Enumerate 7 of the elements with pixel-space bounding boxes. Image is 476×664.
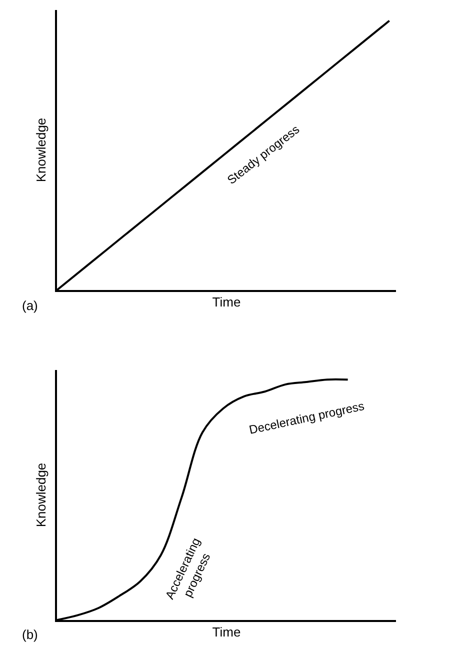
text: (b) — [22, 627, 38, 642]
annotation: Decelerating progress — [248, 398, 366, 437]
y-axis-title: Knowledge — [33, 118, 48, 182]
x-axis-title: Time — [212, 294, 241, 310]
y-axis-title: Knowledge — [33, 462, 48, 528]
x-axis-title: Time — [212, 624, 241, 640]
text: (a) — [22, 298, 38, 313]
